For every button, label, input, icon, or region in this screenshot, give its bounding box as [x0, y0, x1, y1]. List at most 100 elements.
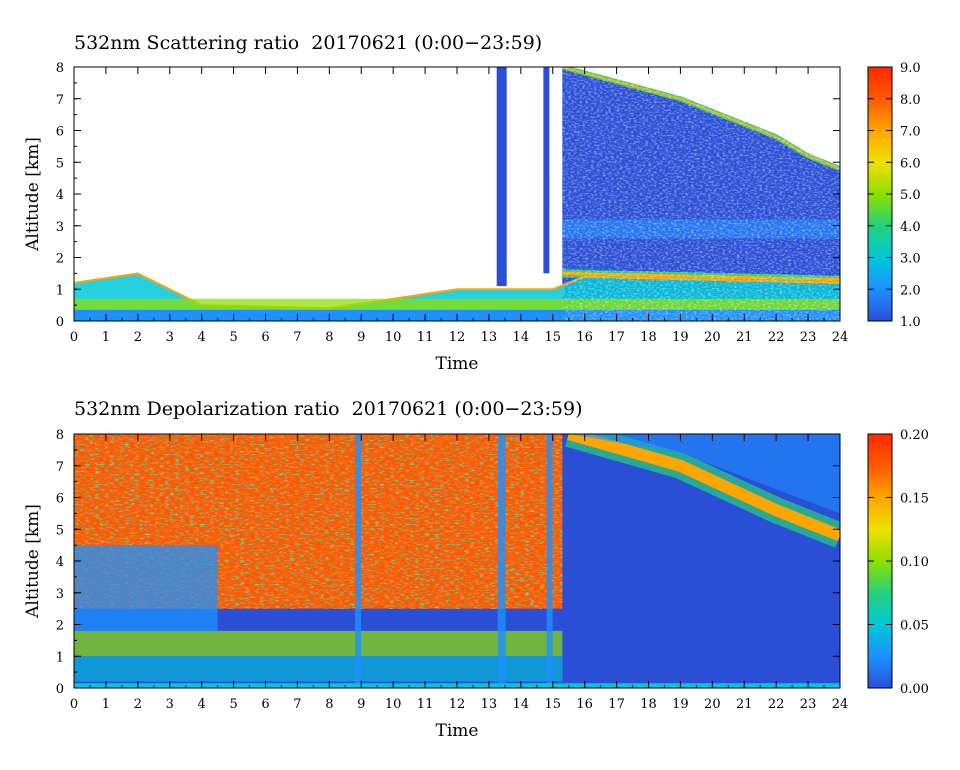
x-tick-label: 22: [768, 330, 785, 345]
y-axis-title: Altitude [km]: [23, 137, 43, 252]
colorbar-label: 0.10: [900, 555, 929, 570]
x-tick-label: 11: [417, 330, 434, 345]
cirrus-band-core: [567, 434, 840, 542]
x-tick-label: 7: [293, 330, 301, 345]
low-layer: [74, 656, 563, 682]
x-tick-label: 14: [513, 330, 530, 345]
x-tick-label: 18: [640, 330, 657, 345]
x-tick-label: 10: [385, 330, 402, 345]
x-tick-label: 0: [70, 697, 78, 712]
x-tick-label: 5: [229, 330, 237, 345]
x-tick-label: 13: [481, 330, 498, 345]
y-tick-label: 5: [56, 156, 64, 171]
cirrus-top: [568, 434, 840, 514]
x-tick-label: 8: [325, 330, 333, 345]
y-tick-label: 0: [56, 682, 64, 697]
y-tick-label: 6: [56, 492, 64, 507]
x-tick-label: 16: [576, 697, 593, 712]
colorbar-label: 6.0: [900, 156, 921, 171]
colorbar-label: 8.0: [900, 93, 921, 108]
colorbar-label: 0.00: [900, 682, 929, 697]
x-tick-label: 10: [385, 697, 402, 712]
x-tick-label: 20: [704, 330, 721, 345]
x-tick-label: 24: [832, 697, 849, 712]
x-tick-label: 3: [166, 330, 174, 345]
x-tick-label: 4: [198, 697, 206, 712]
colorbar-label: 5.0: [900, 188, 921, 203]
y-axis-title: Altitude [km]: [23, 504, 43, 619]
x-tick-label: 19: [672, 697, 689, 712]
x-tick-label: 0: [70, 330, 78, 345]
column-streak: [497, 434, 506, 688]
x-tick-label: 15: [544, 697, 561, 712]
x-tick-label: 11: [417, 697, 434, 712]
speckle: [562, 67, 840, 321]
depolarization-heatmap: [74, 434, 840, 688]
x-axis-title: Time: [436, 354, 479, 374]
y-tick-label: 4: [56, 555, 64, 570]
y-tick-label: 1: [56, 650, 64, 665]
x-tick-label: 16: [576, 330, 593, 345]
colorbar-label: 0.15: [900, 492, 929, 507]
column-streak: [543, 67, 550, 274]
colorbar-label: 7.0: [900, 125, 921, 140]
x-tick-label: 9: [357, 330, 365, 345]
x-tick-label: 2: [134, 697, 142, 712]
x-tick-label: 17: [608, 697, 625, 712]
x-tick-label: 23: [800, 330, 817, 345]
y-tick-label: 3: [56, 220, 64, 235]
y-tick-label: 7: [56, 93, 64, 108]
x-tick-label: 9: [357, 697, 365, 712]
x-tick-label: 5: [229, 697, 237, 712]
y-tick-label: 6: [56, 125, 64, 140]
x-tick-label: 12: [449, 330, 466, 345]
x-tick-label: 23: [800, 697, 817, 712]
colorbar-label: 9.0: [900, 61, 921, 76]
near-surface-layer: [74, 298, 840, 310]
y-tick-label: 4: [56, 188, 64, 203]
column-streak: [546, 434, 553, 688]
scattering-ratio-title: 532nm Scattering ratio 20170621 (0:00−23…: [74, 32, 543, 54]
column-streak: [496, 67, 507, 287]
y-tick-label: 8: [56, 61, 64, 76]
x-tick-label: 6: [261, 330, 269, 345]
colorbar-label: 0.05: [900, 619, 929, 634]
y-tick-label: 2: [56, 619, 64, 634]
x-tick-label: 8: [325, 697, 333, 712]
x-tick-label: 3: [166, 697, 174, 712]
y-tick-label: 2: [56, 252, 64, 267]
x-tick-label: 4: [198, 330, 206, 345]
x-tick-label: 21: [736, 330, 753, 345]
low-depol-pocket: [74, 545, 218, 631]
x-tick-label: 13: [481, 697, 498, 712]
x-tick-label: 1: [102, 330, 110, 345]
x-tick-label: 24: [832, 330, 849, 345]
x-tick-label: 22: [768, 697, 785, 712]
x-tick-label: 6: [261, 697, 269, 712]
x-tick-label: 19: [672, 330, 689, 345]
x-tick-label: 20: [704, 697, 721, 712]
x-tick-label: 12: [449, 697, 466, 712]
x-tick-label: 2: [134, 330, 142, 345]
column-streak: [355, 434, 362, 688]
y-tick-label: 1: [56, 283, 64, 298]
x-tick-label: 14: [513, 697, 530, 712]
scattering-heatmap: [74, 67, 840, 321]
colorbar-label: 3.0: [900, 252, 921, 267]
x-tick-label: 7: [293, 697, 301, 712]
y-tick-label: 7: [56, 460, 64, 475]
x-tick-label: 17: [608, 330, 625, 345]
colorbar-label: 1.0: [900, 315, 921, 330]
y-tick-label: 8: [56, 428, 64, 443]
x-axis-title: Time: [436, 721, 479, 741]
y-tick-label: 3: [56, 587, 64, 602]
x-tick-label: 21: [736, 697, 753, 712]
colorbar-label: 4.0: [900, 220, 921, 235]
colorbar-label: 2.0: [900, 283, 921, 298]
colorbar-label: 0.20: [900, 428, 929, 443]
y-tick-label: 0: [56, 315, 64, 330]
y-tick-label: 5: [56, 523, 64, 538]
green-band: [74, 630, 563, 657]
x-tick-label: 15: [544, 330, 561, 345]
